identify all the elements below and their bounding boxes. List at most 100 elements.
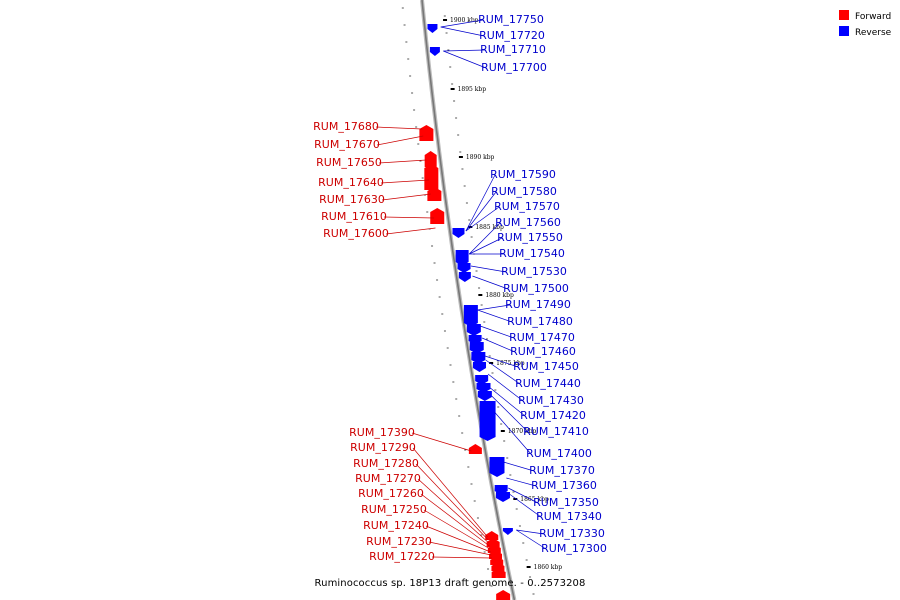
gene-label-forward: RUM_17630 bbox=[319, 193, 385, 206]
leader-line bbox=[509, 493, 542, 518]
leader-line bbox=[440, 26, 485, 37]
gene-label-reverse: RUM_17330 bbox=[539, 527, 605, 540]
kbp-label: 1880 kbp bbox=[485, 292, 514, 299]
gene-label-reverse: RUM_17340 bbox=[536, 510, 602, 523]
forward-arrow-tip bbox=[486, 538, 500, 542]
leader-line bbox=[470, 265, 507, 273]
leader-line bbox=[485, 359, 521, 385]
gene-label-reverse: RUM_17490 bbox=[505, 298, 571, 311]
leader-line bbox=[490, 387, 526, 417]
gene-label-forward: RUM_17610 bbox=[321, 210, 387, 223]
gene-label-reverse: RUM_17460 bbox=[510, 345, 576, 358]
forward-arrow-tip bbox=[487, 544, 501, 548]
kbp-scale: 1900 kbp 1895 kbp 1890 kbp 1885 kbp 1880 kbp… bbox=[443, 17, 562, 571]
gene-label-reverse: RUM_17420 bbox=[520, 409, 586, 422]
gene-label-reverse: RUM_17450 bbox=[513, 360, 579, 373]
gene-label-forward: RUM_17230 bbox=[366, 535, 432, 548]
gene-label-reverse: RUM_17530 bbox=[501, 265, 567, 278]
forward-gene-block bbox=[485, 535, 499, 540]
gene-label-forward: RUM_17220 bbox=[369, 550, 435, 563]
forward-gene-block bbox=[468, 448, 482, 454]
reverse-gene-block bbox=[463, 305, 478, 323]
gene-label-reverse: RUM_17560 bbox=[495, 216, 561, 229]
leader-line bbox=[381, 193, 431, 201]
forward-arrow-tip bbox=[485, 531, 499, 535]
legend-label: Forward bbox=[855, 12, 891, 22]
reverse-gene-block bbox=[427, 24, 438, 29]
kbp-tick bbox=[468, 226, 473, 228]
gene-label-forward: RUM_17280 bbox=[353, 457, 419, 470]
legend-label: Reverse bbox=[855, 28, 892, 38]
leader-line bbox=[468, 222, 501, 255]
reverse-gene-block bbox=[476, 383, 491, 389]
reverse-gene-block bbox=[472, 362, 486, 368]
gene-label-reverse: RUM_17700 bbox=[481, 61, 547, 74]
label-leader-lines bbox=[375, 19, 547, 559]
kbp-label: 1895 kbp bbox=[458, 86, 487, 93]
reverse-gene-block bbox=[468, 335, 482, 341]
forward-arrow-tip bbox=[491, 562, 505, 566]
reverse-gene-block bbox=[452, 228, 465, 234]
forward-gene-block bbox=[427, 191, 442, 201]
leader-line bbox=[508, 487, 539, 504]
kbp-label: 1870 kbp bbox=[508, 428, 537, 435]
leader-line bbox=[431, 556, 492, 559]
gene-label-forward: RUM_17640 bbox=[318, 176, 384, 189]
kbp-tick bbox=[458, 156, 463, 158]
reverse-arrow-tip bbox=[427, 29, 438, 33]
kbp-tick bbox=[478, 294, 483, 296]
reverse-gene-block bbox=[489, 457, 505, 473]
leader-line bbox=[481, 337, 516, 353]
leader-line bbox=[417, 478, 490, 544]
reverse-arrow-tip bbox=[472, 368, 486, 372]
reverse-arrow-tip bbox=[452, 234, 465, 238]
leader-line bbox=[487, 373, 524, 402]
forward-arrow-tip bbox=[496, 590, 511, 594]
reverse-arrow-tip bbox=[502, 531, 513, 535]
gene-label-reverse: RUM_17500 bbox=[503, 282, 569, 295]
leader-line bbox=[477, 304, 511, 311]
kbp-tick bbox=[526, 566, 531, 568]
reverse-gene-block bbox=[466, 324, 481, 332]
legend-swatch bbox=[839, 10, 849, 20]
kbp-tick bbox=[450, 88, 455, 90]
gene-label-reverse: RUM_17710 bbox=[480, 43, 546, 56]
kbp-tick bbox=[443, 19, 448, 21]
forward-arrow-tip bbox=[491, 568, 506, 572]
gene-label-forward: RUM_17390 bbox=[349, 426, 415, 439]
leader-line bbox=[443, 50, 487, 69]
gene-label-forward: RUM_17650 bbox=[316, 156, 382, 169]
forward-arrow-tip bbox=[424, 164, 439, 168]
gene-label-forward: RUM_17600 bbox=[323, 227, 389, 240]
leader-line bbox=[420, 493, 490, 547]
leader-line bbox=[375, 126, 423, 130]
reverse-gene-block bbox=[471, 352, 486, 360]
kbp-tick bbox=[513, 498, 518, 500]
tick-marks bbox=[401, 7, 535, 595]
leader-line bbox=[491, 395, 529, 433]
reverse-arrow-tip bbox=[458, 278, 471, 282]
leader-line bbox=[472, 275, 509, 290]
leader-line bbox=[480, 325, 515, 339]
gene-label-reverse: RUM_17480 bbox=[507, 315, 573, 328]
reverse-arrow-tip bbox=[466, 332, 481, 336]
gene-label-forward: RUM_17270 bbox=[355, 472, 421, 485]
forward-gene-block bbox=[487, 548, 501, 553]
reverse-gene-block bbox=[458, 272, 471, 278]
leader-line bbox=[465, 206, 500, 232]
forward-gene-block bbox=[424, 168, 439, 190]
leader-line bbox=[440, 19, 484, 28]
gene-label-reverse: RUM_17540 bbox=[499, 247, 565, 260]
forward-arrow-tip bbox=[490, 556, 504, 560]
gene-label-reverse: RUM_17350 bbox=[533, 496, 599, 509]
leader-line bbox=[506, 477, 537, 487]
kbp-tick bbox=[500, 430, 505, 432]
kbp-label: 1900 kbp bbox=[450, 17, 479, 24]
reverse-gene-block bbox=[429, 47, 440, 52]
gene-label-reverse: RUM_17550 bbox=[497, 231, 563, 244]
leader-line bbox=[428, 541, 492, 556]
legend-swatch bbox=[839, 26, 849, 36]
reverse-arrow-tip bbox=[495, 498, 510, 502]
forward-gene-block bbox=[424, 155, 437, 167]
